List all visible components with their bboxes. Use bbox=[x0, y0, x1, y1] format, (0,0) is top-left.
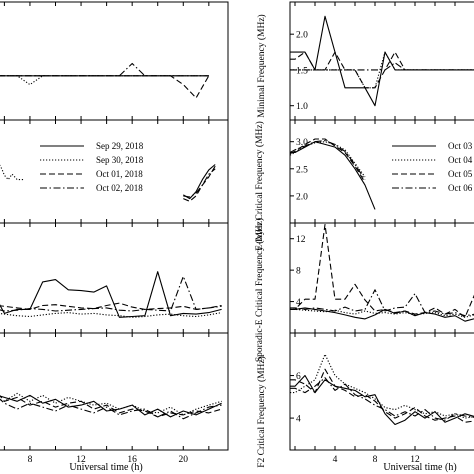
left-2-series-dashdot bbox=[183, 168, 216, 198]
right-2-series-dashdot bbox=[290, 140, 366, 180]
left-1-series-dotted bbox=[0, 75, 209, 86]
left-4-xtick-label: 20 bbox=[179, 455, 189, 465]
right-1-ytick-label: 1.0 bbox=[296, 102, 308, 112]
left-2-legend: Sep 29, 2018 Sep 30, 2018 Oct 01, 2018 Oct … bbox=[40, 141, 144, 193]
right-4-series-solid bbox=[290, 374, 474, 426]
right-4-panel: 4 6 4 8 12 bbox=[289, 332, 474, 465]
right-3-ytick-label: 4 bbox=[296, 298, 301, 308]
left-4-xtick-label: 12 bbox=[76, 455, 86, 465]
right-4-ytick-label: 4 bbox=[296, 415, 301, 425]
left-2-legend-label: Sep 30, 2018 bbox=[96, 155, 144, 165]
right-4-series-dashed bbox=[290, 368, 474, 423]
left-2-series-solid bbox=[183, 164, 216, 200]
left-3-series-dashdot bbox=[0, 275, 222, 312]
right-2-ylabel: E-layer Critical Frequency (MHz) bbox=[254, 121, 265, 251]
right-2-series-dotted bbox=[290, 141, 366, 178]
left-3-series-dashed bbox=[0, 302, 222, 310]
left-1-series-dashdot bbox=[0, 62, 209, 77]
left-4-xtick-label: 8 bbox=[28, 455, 33, 465]
right-4-series-dashdot bbox=[290, 377, 474, 421]
right-xlabel: Universal time (h) bbox=[383, 462, 456, 473]
right-3-series-dashed bbox=[290, 224, 474, 318]
left-1-frame bbox=[0, 1, 229, 121]
right-1-ytick-label: 1.5 bbox=[296, 66, 308, 76]
right-2-series-solid bbox=[290, 141, 376, 210]
left-4-xtick-label: 16 bbox=[127, 455, 137, 465]
left-2-series-dotted bbox=[0, 164, 24, 181]
right-1-ylabel: Minimal Frequency (MHz) bbox=[256, 14, 267, 117]
left-3-panel bbox=[0, 222, 229, 334]
right-4-ytick-label: 6 bbox=[296, 372, 301, 382]
left-3-series-solid bbox=[0, 271, 222, 318]
right-3-ytick-label: 12 bbox=[296, 235, 306, 245]
left-2-series-dashed bbox=[183, 165, 216, 202]
left-1-series-dashed bbox=[0, 75, 210, 99]
right-2-legend-label: Oct 06 bbox=[448, 183, 473, 193]
left-2-legend-label: Oct 01, 2018 bbox=[96, 169, 143, 179]
left-4-series-dashdot bbox=[0, 398, 222, 420]
right-2-ytick-label: 2.0 bbox=[296, 192, 308, 202]
right-4-ylabel: F2 Critical Frequency (MHz) bbox=[256, 356, 267, 468]
right-3-ytick-label: 8 bbox=[296, 267, 301, 277]
left-4-series-dashed bbox=[0, 394, 222, 418]
right-2-legend-label: Oct 03 bbox=[448, 141, 473, 151]
right-3-ylabel: Sporadic-E Critical Frequency (MHz) bbox=[254, 218, 265, 362]
right-2-ytick-label: 2.5 bbox=[296, 165, 308, 175]
right-2-frame bbox=[289, 119, 474, 224]
left-1-panel bbox=[0, 1, 229, 121]
right-2-panel: 2.0 2.5 3.0 Oct 03 Oct 04 Oct 05 Oct 06 bbox=[289, 119, 474, 224]
left-4-series-solid bbox=[0, 394, 222, 418]
right-4-xtick-label: 12 bbox=[410, 455, 420, 465]
right-2-legend-label: Oct 04 bbox=[448, 155, 473, 165]
right-3-series-solid bbox=[290, 307, 474, 322]
right-4-series-dotted bbox=[290, 353, 474, 419]
right-2-legend: Oct 03 Oct 04 Oct 05 Oct 06 bbox=[392, 141, 473, 193]
left-3-series-dotted bbox=[0, 312, 222, 318]
right-1-series-dashed bbox=[290, 51, 474, 89]
left-2-legend-label: Oct 02, 2018 bbox=[96, 183, 143, 193]
right-4-xtick-label: 4 bbox=[333, 455, 338, 465]
right-1-panel: 1.0 1.5 2.0 bbox=[289, 1, 474, 121]
left-4-panel: 8 12 16 20 bbox=[0, 332, 229, 465]
left-2-panel: Sep 29, 2018 Sep 30, 2018 Oct 01, 2018 Oct … bbox=[0, 119, 229, 224]
left-4-frame bbox=[0, 332, 229, 451]
left-2-legend-label: Sep 29, 2018 bbox=[96, 141, 144, 151]
right-2-series-dashed bbox=[290, 138, 366, 183]
right-3-panel: 4 8 12 bbox=[289, 222, 474, 334]
right-4-frame bbox=[289, 332, 474, 451]
left-4-series-dotted bbox=[0, 392, 222, 416]
right-1-ytick-label: 2.0 bbox=[296, 31, 308, 41]
right-3-series-dashdot bbox=[290, 289, 474, 317]
left-xlabel: Universal time (h) bbox=[69, 462, 142, 473]
right-2-ytick-label: 3.0 bbox=[296, 138, 308, 148]
right-2-legend-label: Oct 05 bbox=[448, 169, 473, 179]
right-4-xtick-label: 8 bbox=[373, 455, 378, 465]
